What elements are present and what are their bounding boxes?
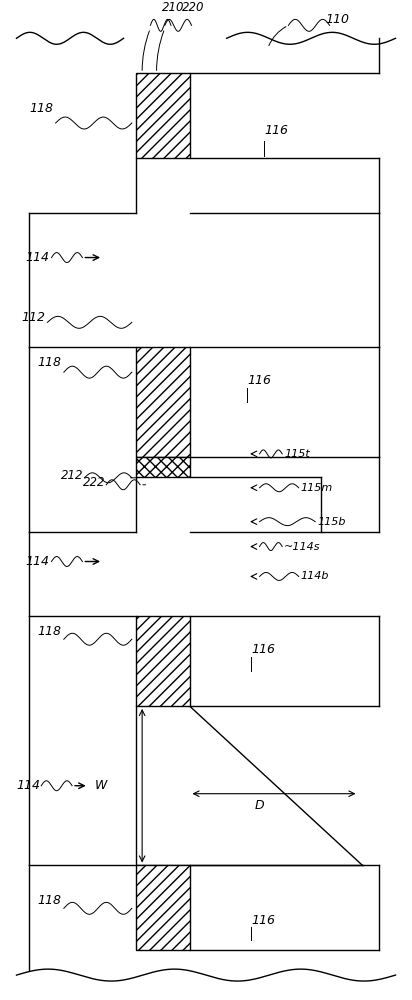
- Text: 114b: 114b: [301, 571, 329, 581]
- Text: 220: 220: [183, 1, 205, 14]
- Text: D: D: [255, 799, 265, 812]
- Text: 115t: 115t: [284, 449, 310, 459]
- Bar: [136, 73, 190, 158]
- Bar: [136, 457, 190, 477]
- Bar: [136, 865, 190, 950]
- Bar: [136, 616, 190, 706]
- Text: 118: 118: [37, 625, 61, 638]
- Text: 112: 112: [21, 311, 45, 324]
- Text: 114: 114: [17, 779, 41, 792]
- Text: 116: 116: [252, 914, 276, 927]
- Text: W: W: [95, 779, 107, 792]
- Text: 212: 212: [61, 469, 83, 482]
- Text: 118: 118: [29, 102, 53, 115]
- Text: ~114s: ~114s: [284, 542, 321, 552]
- Text: 114: 114: [25, 555, 49, 568]
- Bar: [136, 347, 190, 457]
- Text: 222: 222: [83, 476, 105, 489]
- Text: 116: 116: [264, 124, 288, 137]
- Text: 116: 116: [252, 643, 276, 656]
- Text: 118: 118: [37, 356, 61, 369]
- Text: 116: 116: [248, 374, 272, 387]
- Text: 115b: 115b: [317, 517, 346, 527]
- Text: 110: 110: [326, 13, 350, 26]
- Text: 210: 210: [162, 1, 184, 14]
- Text: 118: 118: [37, 894, 61, 907]
- Text: 114: 114: [25, 251, 49, 264]
- Text: 115m: 115m: [301, 483, 333, 493]
